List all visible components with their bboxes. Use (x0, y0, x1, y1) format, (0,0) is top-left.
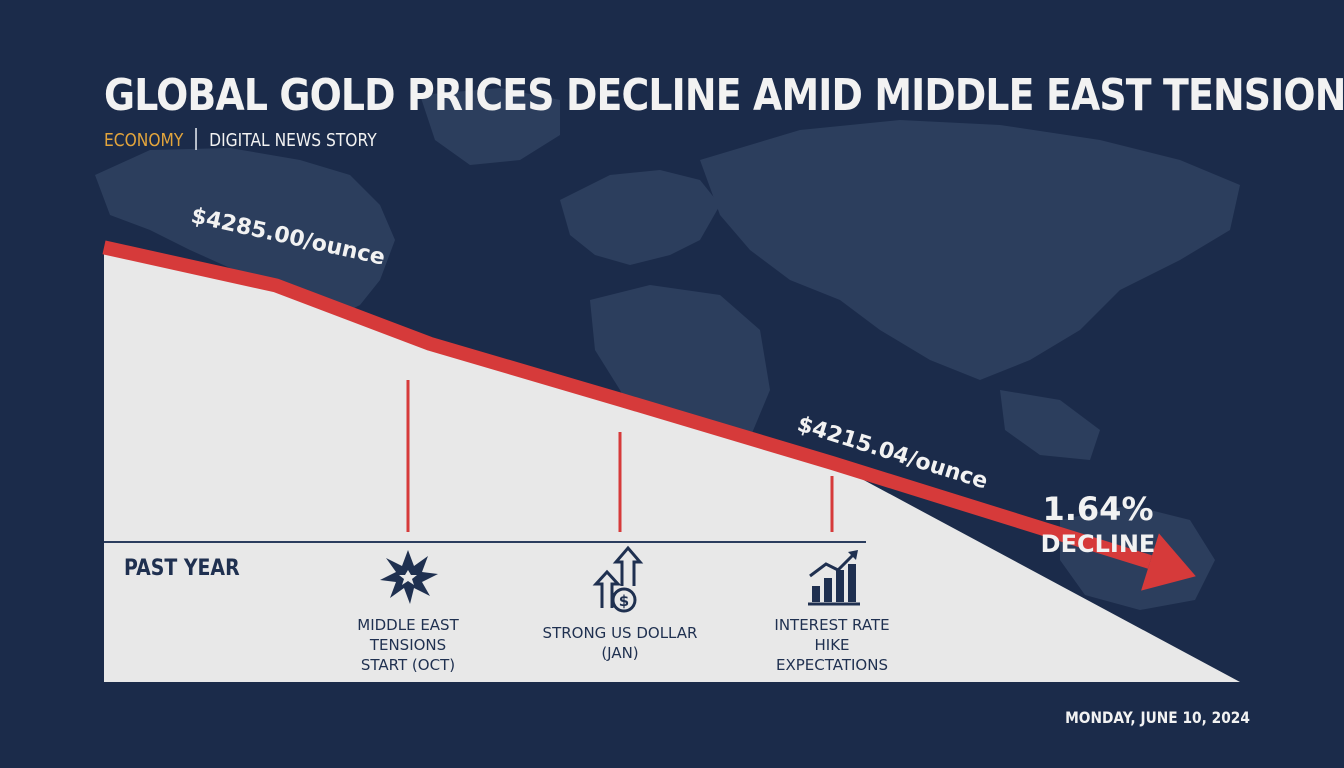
change-label: DECLINE (1041, 530, 1156, 558)
period-label: PAST YEAR (124, 555, 240, 581)
event-label: (JAN) (601, 644, 638, 662)
price-trend-line (102, 240, 1153, 569)
dollar-growth-icon: $ (592, 545, 644, 613)
bar-chart-up-icon (808, 550, 860, 606)
event-label: TENSIONS (369, 636, 446, 654)
event-label: HIKE (814, 636, 849, 654)
price-area (104, 247, 1240, 682)
headline: GLOBAL GOLD PRICES DECLINE AMID MIDDLE E… (104, 70, 1344, 121)
arrow-head-icon (1141, 533, 1196, 591)
svg-text:$: $ (619, 592, 629, 610)
map-southeast-asia (1000, 390, 1100, 460)
map-greenland (420, 88, 560, 165)
map-europe (560, 170, 720, 265)
map-north-america (95, 148, 395, 320)
tagline-divider (195, 128, 198, 150)
map-asia (700, 120, 1240, 380)
publish-date: MONDAY, JUNE 10, 2024 (1065, 708, 1250, 727)
event-label: MIDDLE EAST (357, 616, 459, 634)
story-type-label: DIGITAL NEWS STORY (209, 130, 377, 151)
event-label: START (OCT) (361, 656, 455, 674)
explosion-icon (380, 550, 438, 604)
event-label: INTEREST RATE (774, 616, 889, 634)
tagline: ECONOMY DIGITAL NEWS STORY (104, 128, 377, 151)
category-label: ECONOMY (104, 130, 184, 151)
event-label: EXPECTATIONS (776, 656, 888, 674)
change-value: 1.64% (1042, 490, 1153, 528)
event-label: STRONG US DOLLAR (543, 624, 698, 642)
